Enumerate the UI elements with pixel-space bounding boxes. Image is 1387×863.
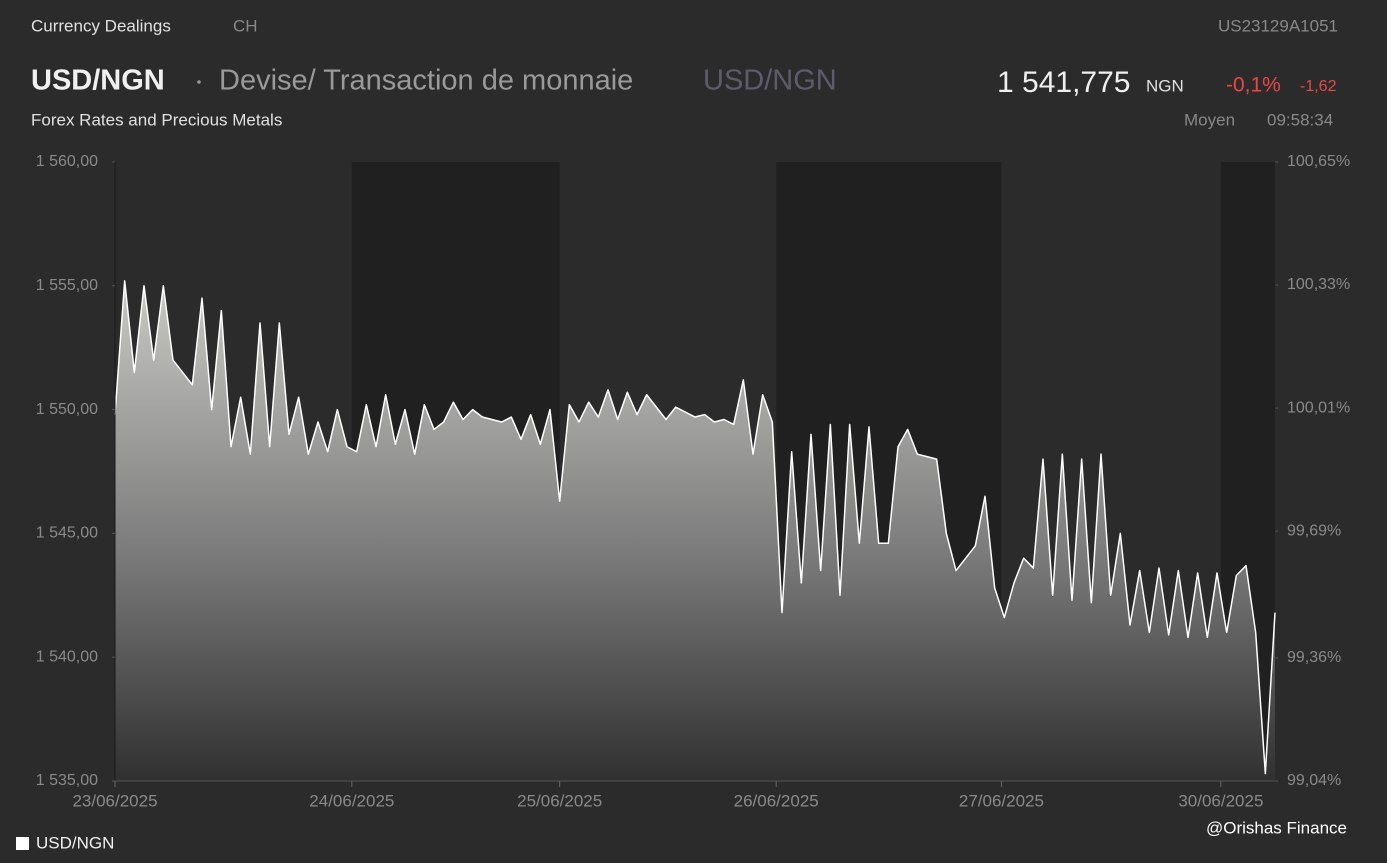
line [114, 280, 1276, 775]
x-tick-label: 25/06/2025 [517, 791, 602, 810]
area [115, 280, 1275, 781]
symbol-alt: USD/NGN [703, 65, 837, 97]
legend-swatch [16, 837, 29, 850]
y-tick-label: 1 535,00 [36, 772, 98, 789]
x-tick-label: 26/06/2025 [734, 791, 819, 810]
separator [197, 80, 201, 84]
y2-tick-label: 100,33% [1287, 276, 1350, 293]
x-tick-label: 24/06/2025 [309, 791, 394, 810]
x-tick-label: 27/06/2025 [959, 791, 1044, 810]
y-tick-label: 1 550,00 [36, 401, 98, 418]
country: CH [233, 16, 258, 35]
symbol: USD/NGN [31, 65, 165, 97]
change-abs: -1,62 [1300, 78, 1337, 95]
y2-tick-label: 100,65% [1287, 153, 1350, 170]
y2-tick-label: 100,01% [1287, 399, 1350, 416]
change-pct: -0,1% [1226, 74, 1281, 97]
isin: US23129A1051 [1218, 16, 1338, 35]
description: Devise/ Transaction de monnaie [219, 65, 633, 97]
y-tick-label: 1 555,00 [36, 277, 98, 294]
x-tick-label: 23/06/2025 [72, 791, 157, 810]
y2-tick-label: 99,69% [1287, 522, 1341, 539]
subtitle: Forex Rates and Precious Metals [31, 110, 282, 129]
y2-tick-label: 99,04% [1287, 772, 1341, 789]
x-tick-label: 30/06/2025 [1178, 791, 1263, 810]
price: 1 541,775 [997, 66, 1130, 99]
time: 09:58:34 [1267, 110, 1333, 129]
y2-tick-label: 99,36% [1287, 649, 1341, 666]
y-tick-label: 1 540,00 [36, 648, 98, 665]
price-type: Moyen [1184, 110, 1235, 129]
y-tick-label: 1 545,00 [36, 525, 98, 542]
currency: NGN [1146, 76, 1184, 95]
y-tick-label: 1 560,00 [36, 153, 98, 170]
category: Currency Dealings [31, 16, 171, 35]
watermark: @Orishas Finance [1206, 818, 1347, 837]
legend-label: USD/NGN [36, 833, 114, 852]
plot: 1 535,00 1 540,00 1 545,00 1 550,00 1 555,00… [36, 153, 1350, 810]
